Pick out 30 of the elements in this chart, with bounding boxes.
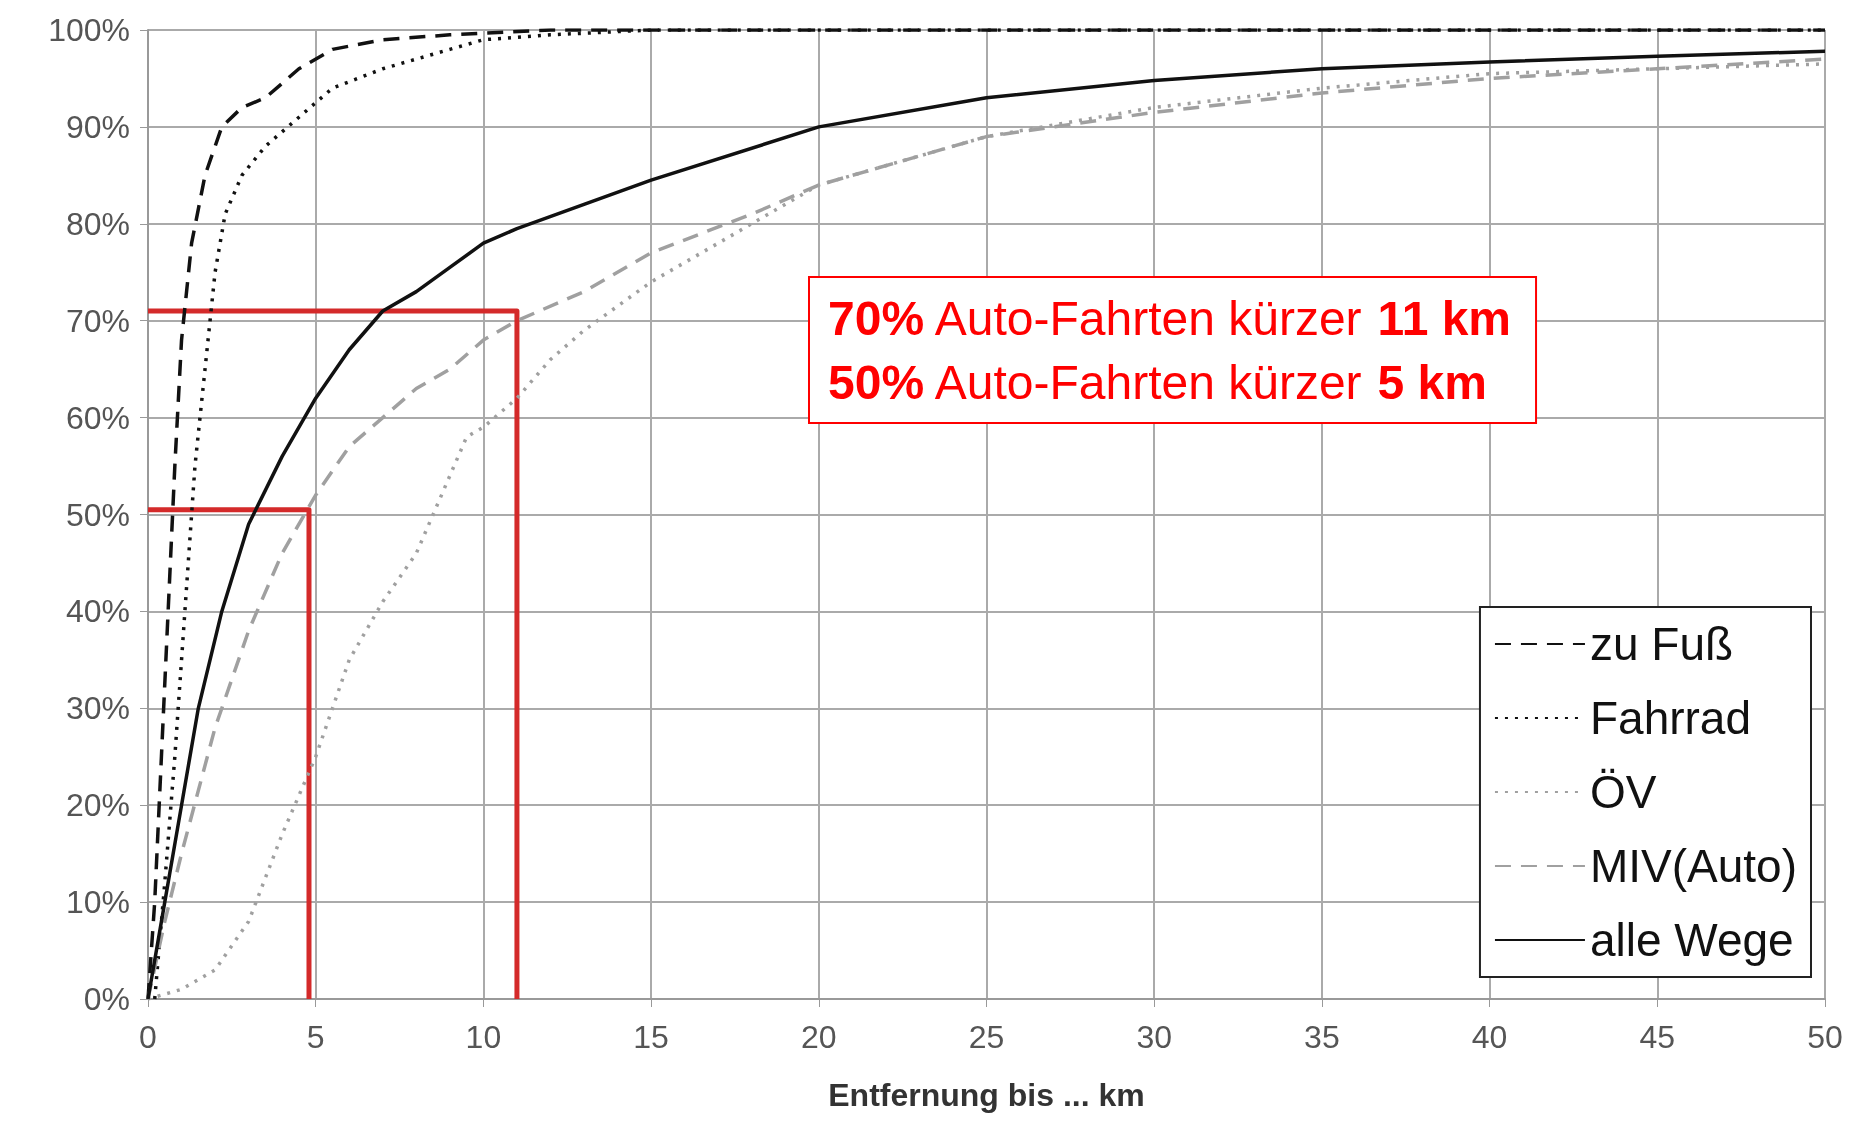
y-tick-label: 20% <box>65 787 130 824</box>
x-tick-label: 0 <box>139 1019 157 1055</box>
y-tick-label: 90% <box>65 108 130 145</box>
x-tick-label: 15 <box>633 1019 669 1055</box>
x-tick-label: 20 <box>801 1019 837 1055</box>
y-tick-label: 80% <box>65 205 130 242</box>
x-tick-label: 50 <box>1807 1019 1843 1055</box>
y-tick-label: 60% <box>65 399 130 436</box>
x-tick-label: 45 <box>1639 1019 1676 1055</box>
annotation: 70% Auto-Fahrten kürzer 11 km <box>828 291 1512 345</box>
x-tick-label: 5 <box>306 1019 325 1055</box>
legend-label: Fahrrad <box>1589 692 1752 744</box>
legend-label: zu Fuß <box>1589 618 1734 670</box>
legend-label: alle Wege <box>1589 914 1794 966</box>
x-tick-label: 25 <box>968 1019 1005 1055</box>
y-tick-label: 10% <box>65 884 130 921</box>
y-tick-label: 70% <box>65 302 130 339</box>
legend-label: MIV(Auto) <box>1589 840 1797 892</box>
x-tick-label: 35 <box>1304 1019 1340 1055</box>
y-tick-label: 0% <box>83 981 130 1017</box>
legend-label: ÖV <box>1589 766 1657 818</box>
y-tick-label: 50% <box>65 496 130 533</box>
x-tick-label: 30 <box>1136 1019 1172 1055</box>
x-tick-label: 10 <box>465 1019 502 1055</box>
annotation: 50% Auto-Fahrten kürzer 5 km <box>828 355 1487 409</box>
x-tick-label: 40 <box>1471 1019 1508 1055</box>
x-axis-title: Entfernung bis ... km <box>828 1077 1145 1113</box>
y-tick-label: 40% <box>65 593 130 630</box>
y-tick-label: 30% <box>65 690 130 727</box>
y-tick-label: 100% <box>48 12 130 48</box>
